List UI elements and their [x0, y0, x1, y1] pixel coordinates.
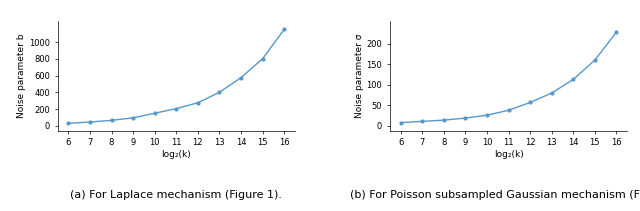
Y-axis label: Noise parameter b: Noise parameter b	[17, 34, 26, 118]
Text: (b) For Poisson subsampled Gaussian mechanism (Figure: (b) For Poisson subsampled Gaussian mech…	[349, 190, 640, 200]
Y-axis label: Noise parameter σ: Noise parameter σ	[355, 34, 364, 118]
X-axis label: log₂(k): log₂(k)	[161, 150, 191, 159]
X-axis label: log₂(k): log₂(k)	[493, 150, 524, 159]
Text: (a) For Laplace mechanism (Figure 1).: (a) For Laplace mechanism (Figure 1).	[70, 190, 282, 200]
